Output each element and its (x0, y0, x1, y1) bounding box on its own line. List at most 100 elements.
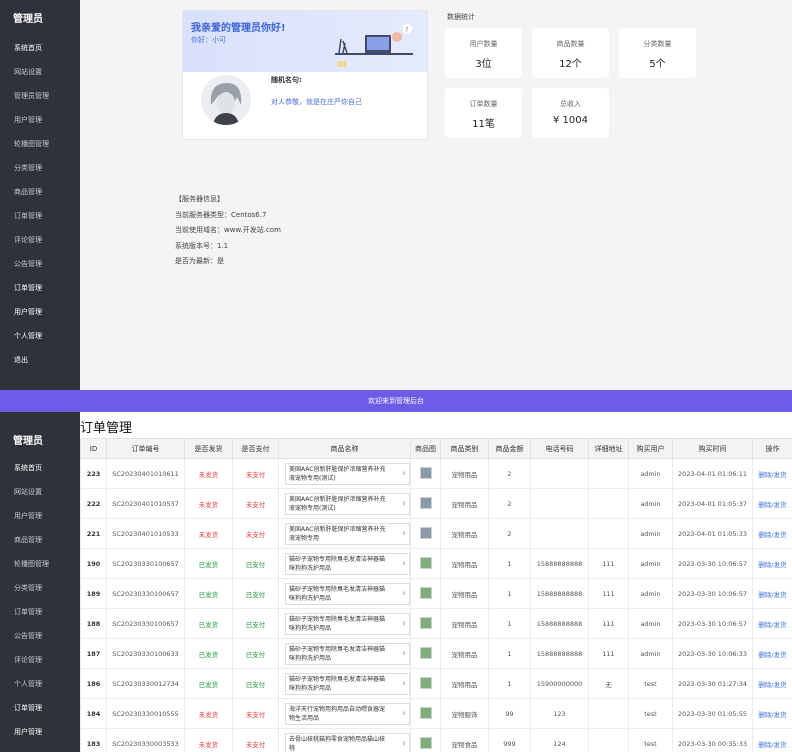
address (588, 458, 629, 489)
product-name: 美国AAC创新肝脏保护浓缩营养补充液宠物专用(测试) (289, 465, 386, 482)
product-name-cell: 猫砂子宠物专用除臭毛发清洁神器猫咪狗狗洗护用品 ⇕ (278, 638, 411, 669)
sidebar-item[interactable]: 分类管理 (14, 584, 42, 592)
delete-ship-link[interactable]: 删除/发货 (752, 458, 792, 489)
sidebar-item[interactable]: 商品管理 (14, 188, 42, 196)
sidebar-item[interactable]: 公告管理 (14, 260, 42, 268)
product-name-box[interactable]: 猫砂子宠物专用除臭毛发清洁神器猫咪狗狗洗护用品 ⇕ (285, 582, 410, 605)
product-image-cell (410, 698, 441, 729)
sidebar-item[interactable]: 评论管理 (14, 236, 42, 244)
delete-ship-link[interactable]: 删除/发货 (752, 578, 792, 609)
sidebar-item[interactable]: 商品管理 (14, 536, 42, 544)
sidebar-item[interactable]: 用户管理 (14, 512, 42, 520)
phone-number: 15888888888 (530, 578, 589, 609)
phone-number: 15888888888 (530, 548, 589, 579)
column-header: 商品类别 (440, 438, 489, 459)
scroll-arrows-icon[interactable]: ⇕ (401, 590, 406, 597)
product-name-box[interactable]: 猫砂子宠物专用除臭毛发清洁神器猫咪狗狗洗护用品 ⇕ (285, 552, 410, 575)
product-name: 猫砂子宠物专用除臭毛发清洁神器猫咪狗狗洗护用品 (289, 675, 386, 692)
product-name: 猫砂子宠物专用除臭毛发清洁神器猫咪狗狗洗护用品 (289, 615, 386, 632)
scroll-arrows-icon[interactable]: ⇕ (401, 680, 406, 687)
scroll-arrows-icon[interactable]: ⇕ (401, 500, 406, 507)
scroll-arrows-icon[interactable]: ⇕ (401, 530, 406, 537)
sidebar-item[interactable]: 订单管理 (14, 608, 42, 616)
phone-number: 15900000000 (530, 668, 589, 699)
scroll-arrows-icon[interactable]: ⇕ (401, 740, 406, 747)
sidebar-item[interactable]: 轮播图管理 (14, 140, 49, 148)
column-header: 操作 (752, 438, 792, 459)
product-image-cell (410, 668, 441, 699)
address: 无 (588, 668, 629, 699)
server-info-line: 系统版本号：1.1 (175, 241, 229, 250)
product-thumbnail (419, 646, 432, 659)
pay-status: 已支付 (232, 608, 279, 639)
stat-value: 11笔 (472, 119, 495, 130)
ship-status: 未发货 (184, 728, 233, 752)
sidebar-item[interactable]: 订单管理 (14, 212, 42, 220)
sidebar-item[interactable]: 订单管理 (14, 704, 42, 712)
product-name-cell: 美国AAC创新肝脏保护浓缩营养补充液宠物专用 ⇕ (278, 518, 411, 549)
sidebar-item[interactable]: 管理员管理 (14, 92, 49, 100)
product-name-box[interactable]: 海洋天行宠物用狗用品自动喂食器宠物生活用品 ⇕ (285, 702, 410, 725)
product-thumbnail (419, 616, 432, 629)
sidebar-item[interactable]: 个人管理 (14, 680, 42, 688)
scroll-arrows-icon[interactable]: ⇕ (401, 560, 406, 567)
product-name-box[interactable]: 美国AAC创新肝脏保护浓缩营养补充液宠物专用(测试) ⇕ (285, 492, 410, 515)
scroll-arrows-icon[interactable]: ⇕ (401, 710, 406, 717)
order-number: SC20230330010555 (106, 698, 185, 729)
pay-status: 未支付 (232, 698, 279, 729)
product-name-box[interactable]: 猫砂子宠物专用除臭毛发清洁神器猫咪狗狗洗护用品 ⇕ (285, 642, 410, 665)
sidebar-item[interactable]: 用户管理 (14, 116, 42, 124)
stat-value: ¥ 1004 (553, 115, 588, 126)
delete-ship-link[interactable]: 删除/发货 (752, 668, 792, 699)
purchase-time: 2023-03-30 01:27:34 (672, 668, 753, 699)
table-row: 188 SC20230330100657 已发货 已支付 猫砂子宠物专用除臭毛发清洁神器… (80, 608, 792, 639)
stat-value: 12个 (559, 59, 582, 70)
delete-ship-link[interactable]: 删除/发货 (752, 548, 792, 579)
order-number: SC20230401010611 (106, 458, 185, 489)
sidebar-item[interactable]: 网站设置 (14, 68, 42, 76)
delete-ship-link[interactable]: 删除/发货 (752, 518, 792, 549)
welcome-banner: 欢迎来到管理后台 (0, 390, 792, 412)
sidebar-item[interactable]: 系统首页 (14, 464, 42, 472)
order-number: SC20230330100633 (106, 638, 185, 669)
sidebar-item[interactable]: 个人管理 (14, 332, 42, 340)
delete-ship-link[interactable]: 删除/发货 (752, 728, 792, 752)
delete-ship-link[interactable]: 删除/发货 (752, 638, 792, 669)
delete-ship-link[interactable]: 删除/发货 (752, 698, 792, 729)
product-category: 宠物用品 (440, 458, 489, 489)
product-image-cell (410, 518, 441, 549)
sidebar-item[interactable]: 退出 (14, 356, 28, 364)
sidebar-item[interactable]: 订单管理 (14, 284, 42, 292)
order-number: SC20230330100657 (106, 578, 185, 609)
delete-ship-link[interactable]: 删除/发货 (752, 488, 792, 519)
product-image-cell (410, 608, 441, 639)
product-name-box[interactable]: 猫砂子宠物专用除臭毛发清洁神器猫咪狗狗洗护用品 ⇕ (285, 612, 410, 635)
stat-label: 总收入 (560, 100, 581, 108)
sidebar-item[interactable]: 用户管理 (14, 308, 42, 316)
buyer: admin (628, 608, 673, 639)
sidebar-item[interactable]: 公告管理 (14, 632, 42, 640)
delete-ship-link[interactable]: 删除/发货 (752, 608, 792, 639)
stat-card-income: 总收入 ¥ 1004 (532, 88, 609, 138)
product-category: 宠物用品 (440, 668, 489, 699)
sidebar-item[interactable]: 分类管理 (14, 164, 42, 172)
sidebar-item[interactable]: 系统首页 (14, 44, 42, 52)
product-name-box[interactable]: 猫砂子宠物专用除臭毛发清洁神器猫咪狗狗洗护用品 ⇕ (285, 672, 410, 695)
scroll-arrows-icon[interactable]: ⇕ (401, 620, 406, 627)
column-header: 是否支付 (232, 438, 279, 459)
purchase-time: 2023-04-01 01:05:37 (672, 488, 753, 519)
sidebar-item[interactable]: 轮播图管理 (14, 560, 49, 568)
phone-number: 15888888888 (530, 638, 589, 669)
scroll-arrows-icon[interactable]: ⇕ (401, 470, 406, 477)
product-name-box[interactable]: 美国AAC创新肝脏保护浓缩营养补充液宠物专用 ⇕ (285, 522, 410, 545)
product-name-box[interactable]: 去骨山核桃猫狗零食宠物用品猫山核桃 ⇕ (285, 732, 410, 752)
product-name-box[interactable]: 美国AAC创新肝脏保护浓缩营养补充液宠物专用(测试) ⇕ (285, 462, 410, 485)
scroll-arrows-icon[interactable]: ⇕ (401, 650, 406, 657)
sidebar-item[interactable]: 评论管理 (14, 656, 42, 664)
sidebar-item[interactable]: 网站设置 (14, 488, 42, 496)
sidebar-item[interactable]: 用户管理 (14, 728, 42, 736)
phone-number: 124 (530, 728, 589, 752)
stat-value: 5个 (649, 59, 666, 70)
product-thumbnail (419, 586, 432, 599)
product-image-cell (410, 638, 441, 669)
